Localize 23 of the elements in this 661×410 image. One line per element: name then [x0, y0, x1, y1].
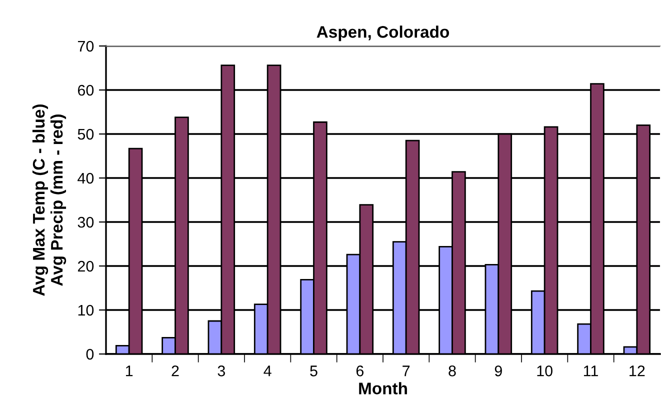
x-axis-title: Month: [359, 382, 407, 394]
y-tick-label: 10: [78, 304, 94, 316]
y-tick-label: 50: [78, 128, 94, 140]
x-tick-label: 4: [264, 366, 272, 376]
y-axis-title: Avg Max Temp (C - blue) Avg Precip (mm - red): [32, 104, 66, 296]
x-tick-label: 2: [172, 366, 179, 376]
x-tick-label: 9: [494, 366, 502, 376]
y-tick-label: 30: [78, 216, 94, 228]
x-tick-label: 8: [448, 366, 456, 376]
x-tick-label: 5: [310, 366, 318, 376]
y-tick-label: 60: [78, 84, 94, 96]
x-tick-label: 7: [402, 366, 410, 376]
y-tick-label: 0: [86, 348, 94, 360]
x-tick-label: 3: [218, 366, 225, 376]
x-tick-label: 10: [537, 366, 552, 376]
x-tick-label: 1: [126, 366, 133, 376]
x-tick-label: 12: [630, 366, 645, 376]
y-tick-label: 40: [78, 172, 94, 184]
chart-title: Aspen, Colorado: [316, 26, 450, 42]
y-tick-label: 70: [78, 40, 94, 52]
x-tick-label: 6: [356, 366, 364, 376]
x-tick-label: 11: [584, 366, 598, 376]
y-tick-label: 20: [78, 260, 94, 272]
